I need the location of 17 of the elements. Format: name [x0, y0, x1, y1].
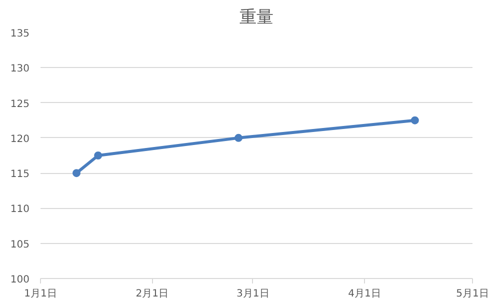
y-tick-label: 100 [10, 274, 30, 286]
y-tick-label: 130 [10, 64, 30, 75]
x-tick-label: 2月1日 [136, 288, 168, 300]
chart-title: 重量 [240, 8, 274, 28]
point [72, 169, 80, 178]
y-tick-label: 110 [10, 204, 30, 216]
point [94, 152, 102, 160]
y-tick-label: 120 [10, 134, 30, 145]
x-tick-label: 5月1日 [456, 288, 489, 300]
x-tick-label: 3月1日 [236, 288, 270, 300]
point [410, 116, 419, 124]
y-tick-label: 125 [10, 98, 30, 110]
y-tick-label: 115 [10, 169, 30, 180]
x-tick-label: 1月1日 [24, 288, 57, 300]
y-tick-label: 135 [10, 28, 30, 40]
x-tick-label: 4月1日 [348, 288, 381, 300]
y-tick-label: 105 [10, 239, 30, 250]
